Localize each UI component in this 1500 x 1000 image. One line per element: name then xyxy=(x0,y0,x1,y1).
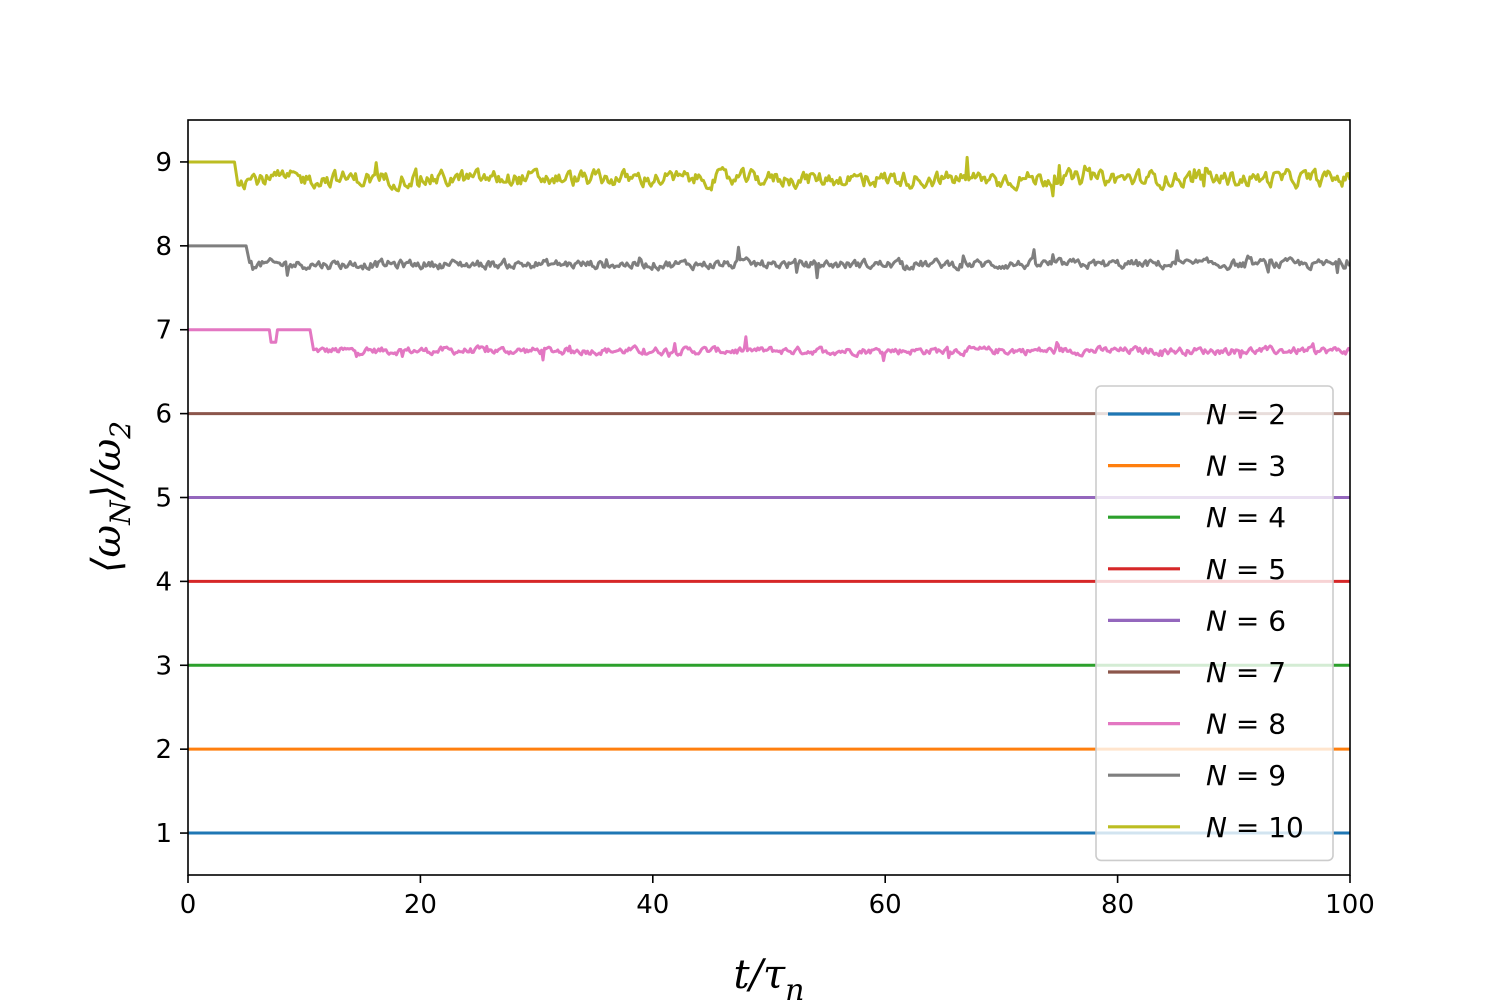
x-axis: 0 20 40 60 80 100 xyxy=(180,875,1375,920)
legend-entry: N = 5 xyxy=(1206,553,1286,586)
legend-box xyxy=(1095,385,1334,862)
y-tick-label: 9 xyxy=(155,148,172,178)
legend-entry: N = 8 xyxy=(1206,708,1286,741)
y-axis-label: ⟨ωN⟩/ω2 xyxy=(84,421,137,573)
y-tick-label: 8 xyxy=(155,232,172,262)
y-axis: 1 2 3 4 5 6 7 8 9 xyxy=(155,148,188,849)
x-tick-label: 80 xyxy=(1101,890,1134,920)
series-layer xyxy=(188,155,1350,835)
y-tick-label: 7 xyxy=(155,316,172,346)
legend-entry: N = 10 xyxy=(1206,811,1304,844)
x-tick-label: 0 xyxy=(180,890,197,920)
legend-entry: N = 7 xyxy=(1206,656,1286,689)
legend: N = 2 N = 3 N = 4 N = 5 N = 6 N = 7 N = 8 N = 9… xyxy=(1095,385,1334,862)
legend-entry: N = 6 xyxy=(1206,604,1286,637)
series-line-n-9 xyxy=(188,244,1350,280)
x-tick-label: 40 xyxy=(636,890,669,920)
series-line-n-8 xyxy=(188,328,1350,363)
legend-entry: N = 3 xyxy=(1206,450,1286,483)
y-tick-label: 1 xyxy=(155,819,172,849)
x-tick-label: 20 xyxy=(404,890,437,920)
y-tick-label: 5 xyxy=(155,484,172,514)
y-tick-label: 4 xyxy=(155,567,172,597)
series-line-n-10 xyxy=(188,155,1350,198)
x-tick-label: 60 xyxy=(869,890,902,920)
y-tick-label: 6 xyxy=(155,400,172,430)
y-tick-label: 3 xyxy=(155,651,172,681)
y-tick-label: 2 xyxy=(155,735,172,765)
x-axis-label: t/τn xyxy=(733,952,804,1000)
legend-entry: N = 4 xyxy=(1206,501,1286,534)
legend-entry: N = 2 xyxy=(1206,398,1286,431)
legend-entry: N = 9 xyxy=(1206,759,1286,792)
x-tick-label: 100 xyxy=(1325,890,1375,920)
